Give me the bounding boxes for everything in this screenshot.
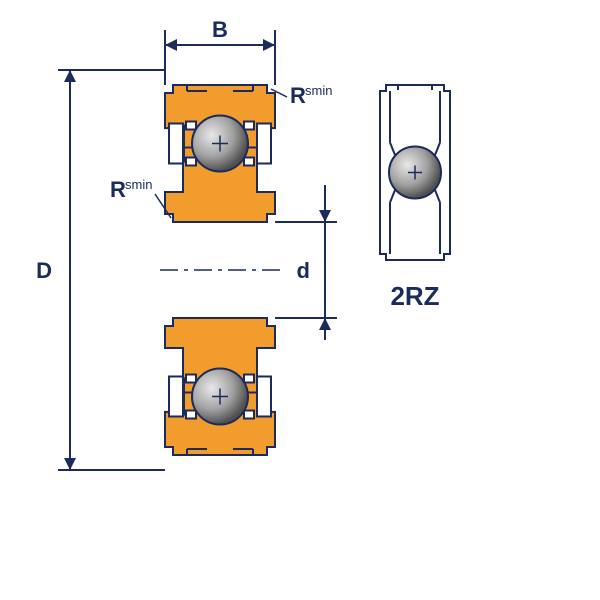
bearing-cross-section-diagram: BDdRsminRsmin2RZ (0, 0, 600, 600)
svg-text:smin: smin (305, 83, 332, 98)
svg-text:B: B (212, 17, 228, 42)
svg-text:2RZ: 2RZ (390, 281, 439, 311)
svg-text:D: D (36, 258, 52, 283)
svg-text:smin: smin (125, 177, 152, 192)
svg-text:d: d (297, 258, 310, 283)
svg-text:R: R (290, 83, 306, 108)
svg-text:R: R (110, 177, 126, 202)
